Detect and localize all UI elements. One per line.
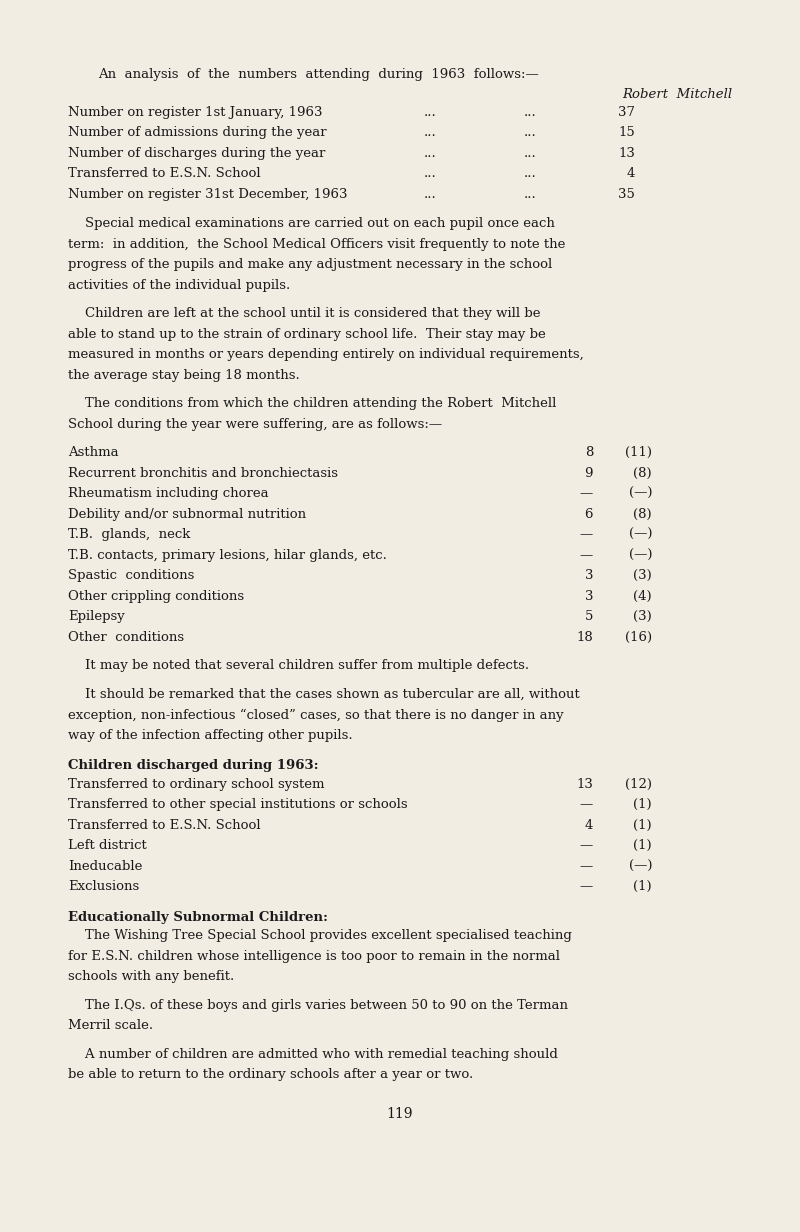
Text: Transferred to other special institutions or schools: Transferred to other special institution… (68, 798, 408, 812)
Text: Recurrent bronchitis and bronchiectasis: Recurrent bronchitis and bronchiectasis (68, 467, 338, 480)
Text: the average stay being 18 months.: the average stay being 18 months. (68, 368, 300, 382)
Text: 9: 9 (585, 467, 593, 480)
Text: An  analysis  of  the  numbers  attending  during  1963  follows:—: An analysis of the numbers attending dur… (98, 68, 538, 81)
Text: Educationally Subnormal Children:: Educationally Subnormal Children: (68, 910, 328, 924)
Text: 18: 18 (576, 631, 593, 644)
Text: (1): (1) (634, 839, 652, 853)
Text: (—): (—) (629, 860, 652, 873)
Text: 3: 3 (585, 569, 593, 583)
Text: term:  in addition,  the School Medical Officers visit frequently to note the: term: in addition, the School Medical Of… (68, 238, 566, 251)
Text: T.B. contacts, primary lesions, hilar glands, etc.: T.B. contacts, primary lesions, hilar gl… (68, 549, 387, 562)
Text: Robert  Mitchell: Robert Mitchell (622, 89, 732, 101)
Text: Children discharged during 1963:: Children discharged during 1963: (68, 759, 318, 772)
Text: 4: 4 (585, 819, 593, 832)
Text: ...: ... (424, 188, 436, 201)
Text: 13: 13 (618, 147, 635, 160)
Text: Spastic  conditions: Spastic conditions (68, 569, 194, 583)
Text: Transferred to E.S.N. School: Transferred to E.S.N. School (68, 168, 261, 180)
Text: 3: 3 (585, 590, 593, 602)
Text: ...: ... (424, 147, 436, 160)
Text: (1): (1) (634, 798, 652, 812)
Text: activities of the individual pupils.: activities of the individual pupils. (68, 278, 290, 292)
Text: Epilepsy: Epilepsy (68, 610, 125, 623)
Text: (1): (1) (634, 819, 652, 832)
Text: (1): (1) (634, 881, 652, 893)
Text: 5: 5 (585, 610, 593, 623)
Text: —: — (580, 798, 593, 812)
Text: Other crippling conditions: Other crippling conditions (68, 590, 244, 602)
Text: Exclusions: Exclusions (68, 881, 139, 893)
Text: (—): (—) (629, 549, 652, 562)
Text: 35: 35 (618, 188, 635, 201)
Text: Children are left at the school until it is considered that they will be: Children are left at the school until it… (68, 308, 541, 320)
Text: ...: ... (524, 147, 536, 160)
Text: way of the infection affecting other pupils.: way of the infection affecting other pup… (68, 729, 353, 742)
Text: ...: ... (524, 106, 536, 120)
Text: ...: ... (424, 127, 436, 139)
Text: Merril scale.: Merril scale. (68, 1019, 153, 1032)
Text: (3): (3) (634, 610, 652, 623)
Text: The Wishing Tree Special School provides excellent specialised teaching: The Wishing Tree Special School provides… (68, 929, 572, 942)
Text: (8): (8) (634, 467, 652, 480)
Text: (16): (16) (625, 631, 652, 644)
Text: (—): (—) (629, 488, 652, 500)
Text: (—): (—) (629, 529, 652, 541)
Text: Number on register 31st December, 1963: Number on register 31st December, 1963 (68, 188, 347, 201)
Text: Debility and/or subnormal nutrition: Debility and/or subnormal nutrition (68, 508, 306, 521)
Text: (12): (12) (625, 777, 652, 791)
Text: ...: ... (524, 188, 536, 201)
Text: ...: ... (524, 127, 536, 139)
Text: It may be noted that several children suffer from multiple defects.: It may be noted that several children su… (68, 659, 529, 673)
Text: able to stand up to the strain of ordinary school life.  Their stay may be: able to stand up to the strain of ordina… (68, 328, 546, 341)
Text: be able to return to the ordinary schools after a year or two.: be able to return to the ordinary school… (68, 1068, 474, 1082)
Text: (11): (11) (625, 446, 652, 460)
Text: (4): (4) (634, 590, 652, 602)
Text: 6: 6 (585, 508, 593, 521)
Text: measured in months or years depending entirely on individual requirements,: measured in months or years depending en… (68, 349, 584, 361)
Text: 119: 119 (386, 1106, 414, 1121)
Text: —: — (580, 839, 593, 853)
Text: Ineducable: Ineducable (68, 860, 142, 873)
Text: 37: 37 (618, 106, 635, 120)
Text: 8: 8 (585, 446, 593, 460)
Text: It should be remarked that the cases shown as tubercular are all, without: It should be remarked that the cases sho… (68, 687, 580, 701)
Text: School during the year were suffering, are as follows:—: School during the year were suffering, a… (68, 418, 442, 431)
Text: 4: 4 (626, 168, 635, 180)
Text: The I.Qs. of these boys and girls varies between 50 to 90 on the Terman: The I.Qs. of these boys and girls varies… (68, 999, 568, 1011)
Text: Transferred to E.S.N. School: Transferred to E.S.N. School (68, 819, 261, 832)
Text: —: — (580, 529, 593, 541)
Text: progress of the pupils and make any adjustment necessary in the school: progress of the pupils and make any adju… (68, 259, 552, 271)
Text: Other  conditions: Other conditions (68, 631, 184, 644)
Text: Number of discharges during the year: Number of discharges during the year (68, 147, 326, 160)
Text: schools with any benefit.: schools with any benefit. (68, 971, 234, 983)
Text: for E.S.N. children whose intelligence is too poor to remain in the normal: for E.S.N. children whose intelligence i… (68, 950, 560, 963)
Text: (8): (8) (634, 508, 652, 521)
Text: Left district: Left district (68, 839, 146, 853)
Text: exception, non-infectious “closed” cases, so that there is no danger in any: exception, non-infectious “closed” cases… (68, 708, 564, 722)
Text: ...: ... (424, 106, 436, 120)
Text: T.B.  glands,  neck: T.B. glands, neck (68, 529, 190, 541)
Text: A number of children are admitted who with remedial teaching should: A number of children are admitted who wi… (68, 1048, 558, 1061)
Text: —: — (580, 488, 593, 500)
Text: (3): (3) (634, 569, 652, 583)
Text: ...: ... (524, 168, 536, 180)
Text: ...: ... (424, 168, 436, 180)
Text: Asthma: Asthma (68, 446, 118, 460)
Text: —: — (580, 549, 593, 562)
Text: —: — (580, 860, 593, 873)
Text: —: — (580, 881, 593, 893)
Text: Special medical examinations are carried out on each pupil once each: Special medical examinations are carried… (68, 217, 555, 230)
Text: Transferred to ordinary school system: Transferred to ordinary school system (68, 777, 325, 791)
Text: Rheumatism including chorea: Rheumatism including chorea (68, 488, 269, 500)
Text: The conditions from which the children attending the Robert  Mitchell: The conditions from which the children a… (68, 398, 556, 410)
Text: Number of admissions during the year: Number of admissions during the year (68, 127, 326, 139)
Text: 13: 13 (576, 777, 593, 791)
Text: Number on register 1st January, 1963: Number on register 1st January, 1963 (68, 106, 322, 120)
Text: 15: 15 (618, 127, 635, 139)
